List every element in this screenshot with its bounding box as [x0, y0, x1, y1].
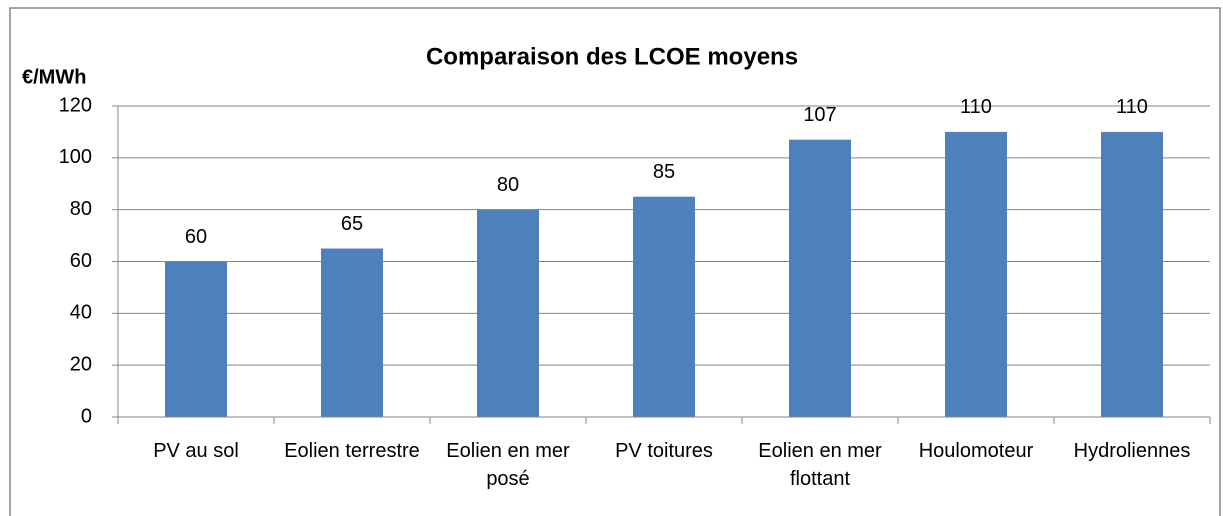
y-tick-label: 120 — [59, 94, 92, 116]
x-tick-label: Houlomoteur — [918, 440, 1034, 462]
x-tick-label: Eolien terrestre — [284, 440, 420, 462]
bar — [165, 261, 227, 417]
y-axis-label: €/MWh — [22, 66, 86, 88]
y-tick-label: 0 — [81, 405, 92, 427]
chart-title: Comparaison des LCOE moyens — [426, 43, 798, 70]
data-label: 80 — [497, 174, 519, 196]
bar — [789, 139, 851, 418]
x-tick-label: PV au sol — [153, 440, 239, 462]
data-label: 85 — [653, 161, 675, 183]
data-label: 65 — [341, 213, 363, 235]
data-label: 110 — [1116, 96, 1148, 118]
y-tick-label: 80 — [70, 198, 92, 220]
data-label: 60 — [185, 226, 207, 248]
bar — [1101, 131, 1163, 417]
x-tick-label: Eolien en mer flottant — [758, 440, 882, 490]
bar — [945, 131, 1007, 417]
x-tick-label: Hydroliennes — [1073, 440, 1191, 462]
bar — [633, 196, 695, 417]
y-tick-label: 20 — [70, 353, 92, 375]
bar — [321, 248, 383, 417]
data-label: 110 — [960, 96, 992, 118]
x-tick-label: Eolien en mer posé — [446, 440, 570, 490]
y-tick-label: 40 — [70, 302, 92, 324]
y-tick-label: 60 — [70, 250, 92, 272]
x-tick-label: PV toitures — [615, 440, 713, 462]
bar — [477, 209, 539, 417]
y-tick-label: 100 — [59, 146, 92, 168]
data-label: 107 — [803, 104, 836, 126]
